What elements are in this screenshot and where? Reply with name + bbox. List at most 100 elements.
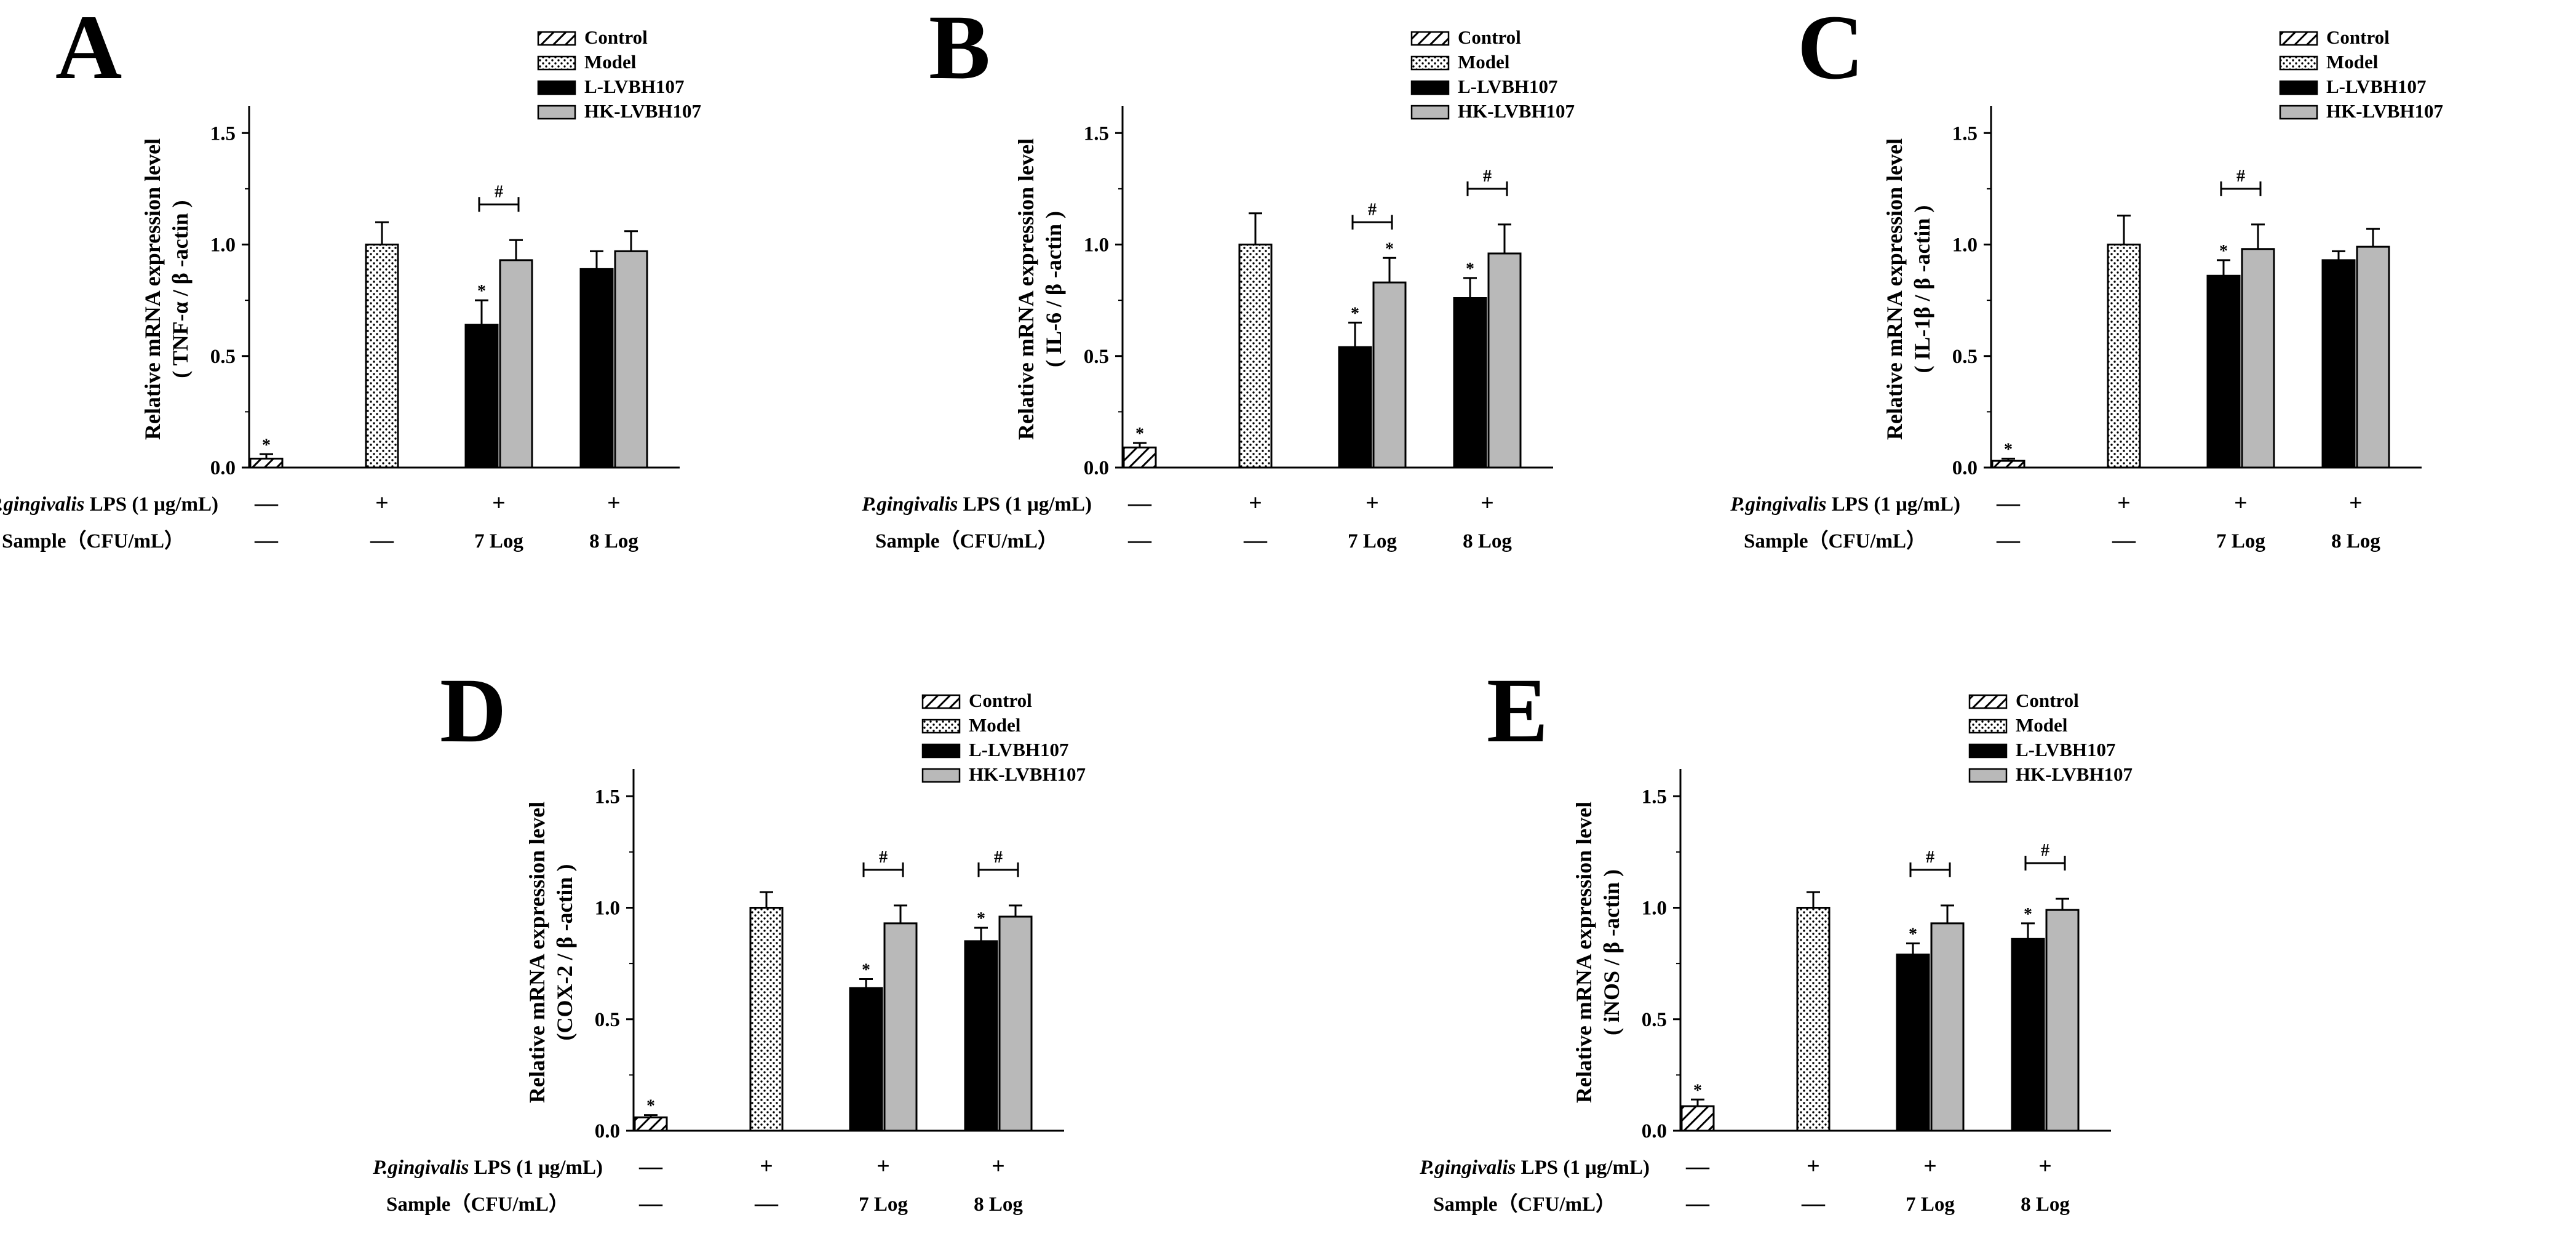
legend-label-model: Model bbox=[584, 51, 637, 73]
y-tick-label: 0.5 bbox=[595, 1009, 620, 1031]
significance-star: * bbox=[1385, 239, 1394, 258]
sample-symbol: — bbox=[754, 1190, 779, 1216]
significance-star: * bbox=[1693, 1081, 1702, 1100]
lps-symbol: + bbox=[1481, 490, 1494, 516]
lps-name: P.gingivalis bbox=[0, 493, 84, 516]
panel-b: B 0.0 0.5 1.0 1.5 Relative mRNA expression le… bbox=[861, 0, 1575, 553]
bar-hk bbox=[614, 250, 648, 469]
significance-star: * bbox=[477, 282, 486, 301]
significance-star: * bbox=[1466, 260, 1474, 279]
lps-name: P.gingivalis bbox=[372, 1157, 469, 1179]
lps-dose: LPS (1 μg/mL) bbox=[958, 493, 1092, 516]
bar-l bbox=[579, 268, 614, 469]
lps-symbol: + bbox=[2234, 490, 2248, 516]
y-axis-label-gene: (COX-2 / β -actin ) bbox=[552, 864, 577, 1041]
panel-d: D 0.0 0.5 1.0 1.5 Relative mRNA expression le… bbox=[372, 659, 1086, 1216]
sample-row-label: Sample（CFU/mL） bbox=[1744, 530, 1926, 552]
lps-symbol: + bbox=[607, 490, 621, 516]
significance-hash: # bbox=[495, 182, 503, 201]
sample-symbol: — bbox=[1685, 1190, 1710, 1216]
bar-control bbox=[1680, 1105, 1715, 1132]
lps-dose: LPS (1 μg/mL) bbox=[1826, 493, 1960, 516]
bar-model bbox=[365, 244, 399, 469]
lps-symbol: + bbox=[877, 1153, 890, 1179]
legend-swatch-model bbox=[1968, 719, 2008, 734]
lps-symbol: — bbox=[638, 1153, 663, 1179]
bar-l bbox=[2011, 938, 2045, 1132]
lps-symbol: + bbox=[1249, 490, 1262, 516]
y-tick-label: 1.0 bbox=[210, 234, 236, 257]
sample-row-label: Sample（CFU/mL） bbox=[386, 1193, 569, 1216]
legend-label-control: Control bbox=[2326, 26, 2390, 48]
lps-row-label: P.gingivalis LPS (1 μg/mL) bbox=[372, 1157, 603, 1179]
significance-hash: # bbox=[1483, 167, 1492, 186]
sample-symbol: — bbox=[2112, 527, 2136, 553]
sample-row-label: Sample（CFU/mL） bbox=[875, 530, 1058, 552]
bar-l bbox=[464, 324, 499, 469]
legend-swatch-hk bbox=[2279, 105, 2318, 120]
significance-star: * bbox=[2219, 242, 2228, 261]
sample-symbol: 7 Log bbox=[2216, 530, 2265, 552]
lps-row-label: P.gingivalis LPS (1 μg/mL) bbox=[1419, 1157, 1650, 1179]
bar-model bbox=[749, 907, 784, 1132]
sample-symbol: — bbox=[1996, 527, 2021, 553]
sample-symbol: — bbox=[254, 527, 279, 553]
y-axis-label: Relative mRNA expression level bbox=[1572, 802, 1596, 1103]
lps-symbol: — bbox=[1996, 490, 2021, 516]
panel-e: E 0.0 0.5 1.0 1.5 Relative mRNA expression le… bbox=[1419, 659, 2133, 1216]
legend-swatch-hk bbox=[1968, 768, 2008, 783]
y-tick-label: 0.5 bbox=[1084, 346, 1109, 368]
legend-swatch-l bbox=[1968, 743, 2008, 759]
lps-symbol: + bbox=[1807, 1153, 1820, 1179]
legend-swatch-l bbox=[1410, 80, 1450, 95]
sample-row-label: Sample（CFU/mL） bbox=[1433, 1193, 1616, 1216]
significance-hash: # bbox=[879, 848, 888, 867]
y-axis-label-gene: ( iNOS / β -actin ) bbox=[1599, 869, 1624, 1035]
legend-label-hk: HK-LVBH107 bbox=[969, 763, 1086, 785]
bar-l bbox=[849, 987, 883, 1132]
bar-l bbox=[2321, 259, 2356, 469]
lps-symbol: — bbox=[1685, 1153, 1710, 1179]
y-axis-label-gene: ( IL-6 / β -actin ) bbox=[1041, 211, 1066, 367]
significance-hash: # bbox=[1926, 848, 1934, 867]
y-tick-label: 1.0 bbox=[595, 898, 620, 920]
y-axis-label: Relative mRNA expression level bbox=[1014, 138, 1038, 440]
bar-hk bbox=[499, 259, 533, 469]
lps-dose: LPS (1 μg/mL) bbox=[1516, 1157, 1650, 1179]
legend-label-model: Model bbox=[2326, 51, 2379, 73]
bar-hk bbox=[1930, 922, 1965, 1132]
legend-label-l: L-LVBH107 bbox=[2326, 76, 2427, 97]
lps-name: P.gingivalis bbox=[861, 493, 958, 516]
y-axis-label: Relative mRNA expression level bbox=[1882, 138, 1907, 440]
legend-label-control: Control bbox=[2016, 690, 2079, 711]
sample-symbol: 7 Log bbox=[1348, 530, 1397, 552]
sample-symbol: — bbox=[638, 1190, 663, 1216]
lps-symbol: + bbox=[2349, 490, 2363, 516]
lps-symbol: — bbox=[254, 490, 279, 516]
legend-label-hk: HK-LVBH107 bbox=[2326, 100, 2443, 122]
bar-l bbox=[1896, 954, 1930, 1132]
legend-swatch-hk bbox=[1410, 105, 1450, 120]
lps-symbol: + bbox=[992, 1153, 1005, 1179]
significance-star: * bbox=[977, 909, 985, 928]
panel-letter: A bbox=[55, 0, 122, 98]
legend-swatch-model bbox=[537, 55, 576, 71]
legend-label-control: Control bbox=[1458, 26, 1521, 48]
y-tick-label: 0.5 bbox=[210, 346, 236, 368]
y-tick-label: 0.0 bbox=[1084, 457, 1109, 479]
legend-label-hk: HK-LVBH107 bbox=[2016, 763, 2133, 785]
y-tick-label: 1.0 bbox=[1642, 898, 1667, 920]
y-tick-label: 0.0 bbox=[1952, 457, 1978, 479]
y-tick-label: 1.0 bbox=[1952, 234, 1978, 257]
bar-hk bbox=[1372, 281, 1407, 469]
y-tick-label: 0.5 bbox=[1952, 346, 1978, 368]
sample-symbol: 8 Log bbox=[1463, 530, 1512, 552]
legend-swatch-hk bbox=[537, 105, 576, 120]
bar-hk bbox=[2045, 909, 2080, 1132]
legend-label-model: Model bbox=[2016, 714, 2068, 736]
sample-symbol: 7 Log bbox=[1906, 1193, 1955, 1216]
legend-swatch-hk bbox=[921, 768, 961, 783]
significance-star: * bbox=[1135, 424, 1144, 444]
lps-dose: LPS (1 μg/mL) bbox=[84, 493, 218, 516]
significance-star: * bbox=[646, 1097, 655, 1116]
